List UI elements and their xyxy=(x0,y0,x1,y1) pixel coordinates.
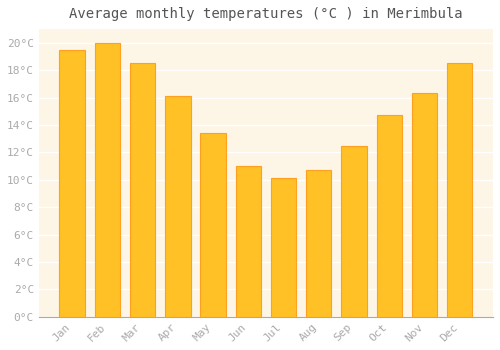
Bar xyxy=(130,63,156,317)
Bar xyxy=(306,170,332,317)
Bar xyxy=(412,93,437,317)
Bar xyxy=(60,50,85,317)
Bar xyxy=(271,178,296,317)
Bar xyxy=(165,96,190,317)
Bar xyxy=(236,166,261,317)
Bar xyxy=(376,116,402,317)
Title: Average monthly temperatures (°C ) in Merimbula: Average monthly temperatures (°C ) in Me… xyxy=(69,7,462,21)
Bar xyxy=(200,133,226,317)
Bar xyxy=(94,43,120,317)
Bar xyxy=(342,146,366,317)
Bar xyxy=(447,63,472,317)
